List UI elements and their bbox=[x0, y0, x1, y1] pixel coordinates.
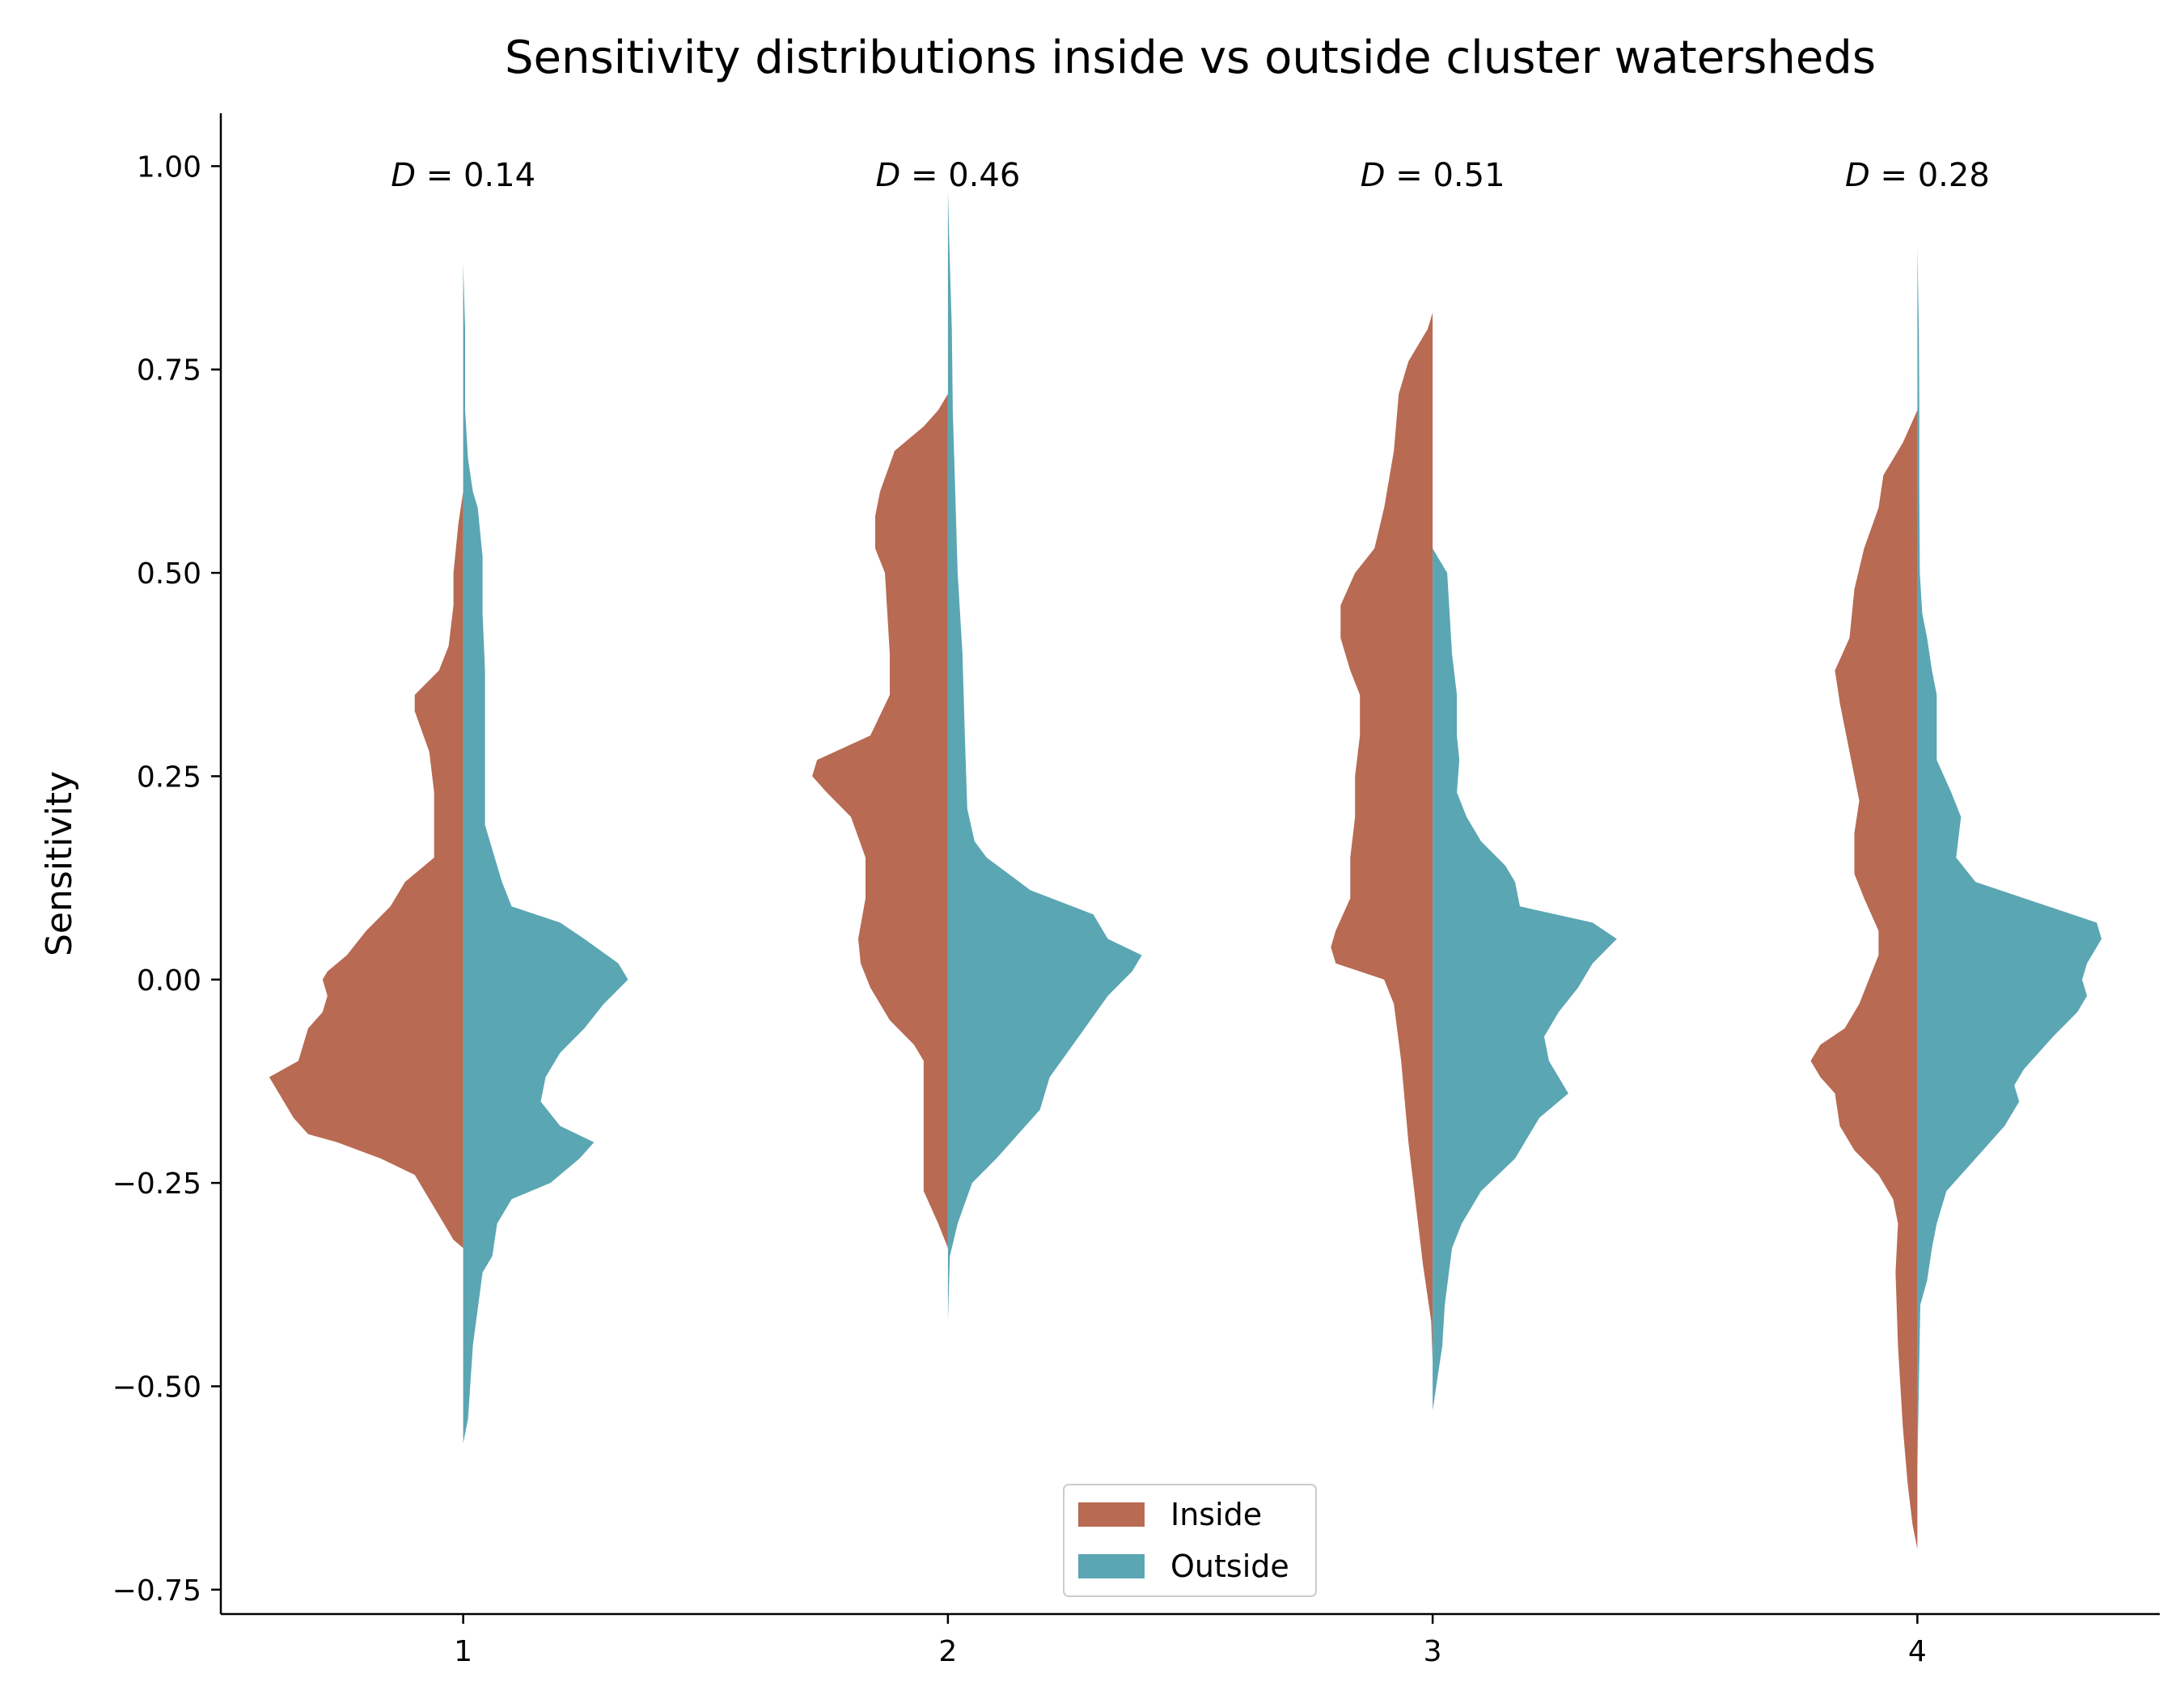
axes-layer bbox=[219, 113, 2160, 1616]
violin-inside-2 bbox=[812, 393, 948, 1248]
legend-label-outside: Outside bbox=[1170, 1549, 1289, 1584]
annotation-variable: D bbox=[1361, 157, 1386, 194]
y-tick-label: 0.50 bbox=[137, 557, 201, 591]
annotation-value: = 0.51 bbox=[1386, 157, 1505, 194]
y-tick-label: −0.50 bbox=[112, 1371, 201, 1404]
y-tick-label: 1.00 bbox=[137, 150, 201, 184]
annotation-d-4: D = 0.28 bbox=[1845, 157, 1990, 194]
violin-outside-3 bbox=[1433, 548, 1617, 1411]
ticks-layer: −0.75 −0.50 −0.25 0.00 0.25 0.50 0.75 1.00 1 2 3 4 bbox=[112, 150, 1927, 1668]
annotation-value: = 0.28 bbox=[1870, 157, 1990, 194]
annotation-d-1: D = 0.14 bbox=[391, 157, 535, 194]
annotation-variable: D bbox=[875, 157, 900, 194]
x-tick-label: 3 bbox=[1424, 1635, 1442, 1668]
violin-inside-4 bbox=[1810, 410, 1918, 1549]
x-tick-label: 4 bbox=[1908, 1635, 1927, 1668]
y-tick-label: −0.25 bbox=[112, 1167, 201, 1201]
legend-swatch-outside bbox=[1078, 1554, 1145, 1578]
chart-title: Sensitivity distributions inside vs outs… bbox=[505, 32, 1876, 84]
y-tick-label: 0.00 bbox=[137, 964, 201, 998]
violin-inside-3 bbox=[1331, 312, 1433, 1362]
violin-outside-4 bbox=[1917, 247, 2102, 1533]
y-tick-label: 0.75 bbox=[137, 354, 201, 388]
y-tick-label: −0.75 bbox=[112, 1574, 201, 1608]
y-axis-label: Sensitivity bbox=[39, 771, 80, 956]
violin-inside-1 bbox=[269, 491, 463, 1248]
legend: Inside Outside bbox=[1063, 1484, 1317, 1597]
violin-outside-2 bbox=[947, 190, 1142, 1321]
annotation-value: = 0.14 bbox=[416, 157, 535, 194]
annotation-d-3: D = 0.51 bbox=[1361, 157, 1505, 194]
annotation-d-2: D = 0.46 bbox=[875, 157, 1020, 194]
annotation-variable: D bbox=[1845, 157, 1870, 194]
annotations-layer: D = 0.14 D = 0.46 D = 0.51 D = 0.28 bbox=[391, 157, 1990, 194]
annotation-value: = 0.46 bbox=[900, 157, 1020, 194]
annotation-variable: D bbox=[391, 157, 416, 194]
legend-swatch-inside bbox=[1078, 1502, 1145, 1527]
violins-layer bbox=[269, 190, 2102, 1549]
legend-label-inside: Inside bbox=[1170, 1497, 1262, 1532]
x-tick-label: 1 bbox=[454, 1635, 472, 1668]
violin-outside-1 bbox=[463, 264, 629, 1443]
y-tick-label: 0.25 bbox=[137, 761, 201, 794]
x-tick-label: 2 bbox=[938, 1635, 957, 1668]
